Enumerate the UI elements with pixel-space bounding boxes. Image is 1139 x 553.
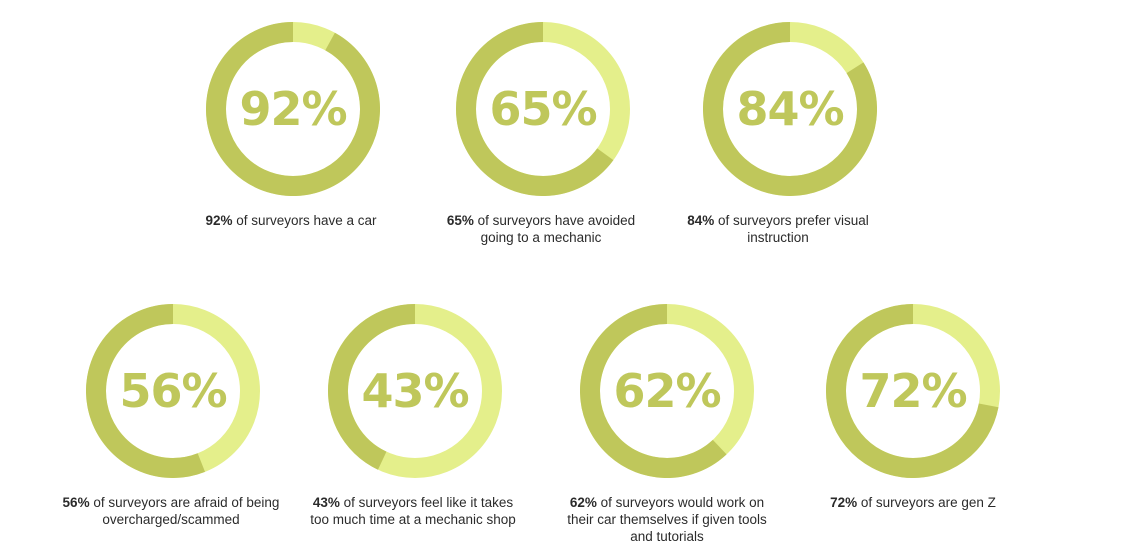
caption-percent: 92%: [205, 213, 233, 228]
caption-text: of surveyors feel like it takes too much…: [310, 495, 516, 527]
caption-percent: 56%: [62, 495, 90, 510]
caption-text: of surveyors are afraid of being overcha…: [89, 495, 280, 527]
percentage-label: 56%: [119, 364, 227, 418]
caption: 92% of surveyors have a car: [181, 212, 401, 229]
donut-value-arc: [328, 304, 416, 470]
percentage-label: 84%: [736, 82, 844, 136]
donut-value-arc: [703, 22, 877, 196]
percentage-label: 72%: [859, 364, 967, 418]
donut-value-arc: [456, 22, 614, 196]
percentage-label: 43%: [361, 364, 469, 418]
donut-value-arc: [826, 304, 999, 478]
caption: 72% of surveyors are gen Z: [803, 494, 1023, 511]
percentage-label: 65%: [489, 82, 597, 136]
donut-chart: 92%: [206, 22, 380, 196]
caption: 84% of surveyors prefer visual instructi…: [668, 212, 888, 246]
percentage-label: 62%: [613, 364, 721, 418]
caption-text: of surveyors are gen Z: [857, 495, 996, 510]
caption-percent: 43%: [312, 495, 340, 510]
caption-text: of surveyors have a car: [232, 213, 377, 228]
donut-value-arc: [206, 22, 380, 196]
caption-percent: 84%: [687, 213, 715, 228]
donut-chart: 84%: [703, 22, 877, 196]
caption-text: of surveyors prefer visual instruction: [714, 213, 869, 245]
caption-percent: 62%: [569, 495, 597, 510]
donut-value-arc: [580, 304, 727, 478]
caption: 56% of surveyors are afraid of being ove…: [61, 494, 281, 528]
donut-chart: 65%: [456, 22, 630, 196]
percentage-label: 92%: [239, 82, 347, 136]
donut-value-arc: [86, 304, 206, 478]
caption-percent: 72%: [830, 495, 858, 510]
caption: 43% of surveyors feel like it takes too …: [303, 494, 523, 528]
caption-text: of surveyors would work on their car the…: [567, 495, 767, 544]
caption-percent: 65%: [446, 213, 474, 228]
donut-chart: 56%: [86, 304, 260, 478]
donut-chart: 72%: [826, 304, 1000, 478]
donut-chart: 43%: [328, 304, 502, 478]
caption-text: of surveyors have avoided going to a mec…: [473, 213, 636, 245]
caption: 62% of surveyors would work on their car…: [557, 494, 777, 545]
caption: 65% of surveyors have avoided going to a…: [431, 212, 651, 246]
donut-chart: 62%: [580, 304, 754, 478]
